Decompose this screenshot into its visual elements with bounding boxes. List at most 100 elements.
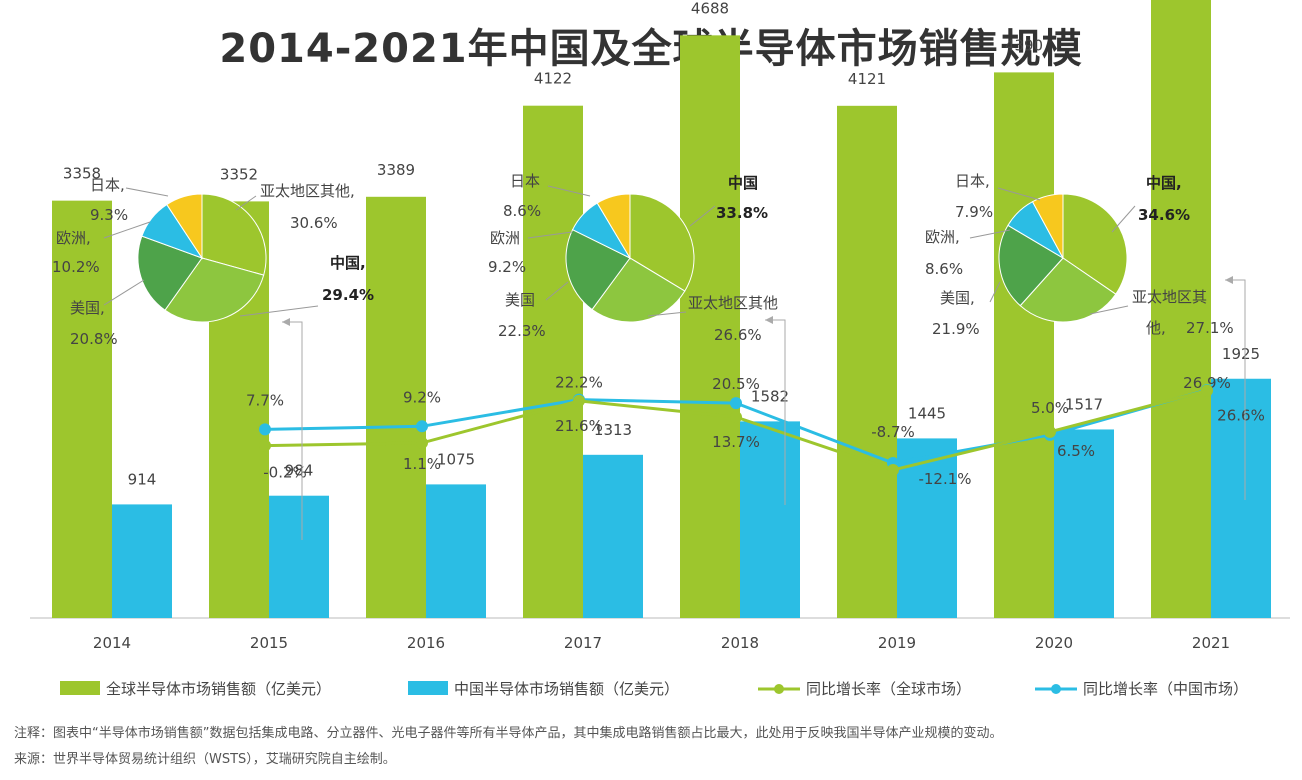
pie-2018-pct-us: 22.3% xyxy=(498,322,546,340)
point-global-2017 xyxy=(573,394,585,407)
chart-title: 2014-2021年中国及全球半导体市场销售规模 xyxy=(219,26,1083,72)
bar-global-label-2018: 4688 xyxy=(691,0,729,17)
x-tick-2017: 2017 xyxy=(564,634,602,652)
pie-slice-2015-中国 xyxy=(201,193,267,276)
connector-2021-arrow xyxy=(1225,276,1233,284)
connector-2018-arrow xyxy=(765,316,773,324)
bar-global-label-2014: 3358 xyxy=(63,165,101,183)
pie-2018-pct-japan: 8.6% xyxy=(503,202,541,220)
pie-2015-pct-europe: 10.2% xyxy=(52,258,100,276)
pie-2021-pct-us: 21.9% xyxy=(932,320,980,338)
pie-2018-leader-us xyxy=(545,281,569,301)
pie-2018-leader-europe xyxy=(527,231,573,239)
bar-china-label-2018: 1582 xyxy=(751,387,789,405)
pie-2021-label-china: 中国, xyxy=(1146,174,1182,192)
pie-slice-2018-亚太地区其他 xyxy=(591,257,686,323)
point-global-2021 xyxy=(1201,384,1213,397)
bar-china-2016 xyxy=(426,484,486,618)
point-global-2015 xyxy=(259,439,271,452)
pie-2015-label-apac: 亚太地区其他, xyxy=(260,182,355,200)
bar-china-2021 xyxy=(1211,378,1271,618)
bar-china-label-2016: 1075 xyxy=(437,450,475,468)
bar-china-2018 xyxy=(740,421,800,618)
point-label-global-2021: 26.6% xyxy=(1217,407,1265,425)
legend-swatch-global-bar xyxy=(60,681,100,695)
point-label-global-2016: 1.1% xyxy=(403,455,441,473)
point-china-2015 xyxy=(259,423,271,436)
bar-china-2014 xyxy=(112,504,172,618)
point-china-2016 xyxy=(416,420,428,433)
point-china-2018 xyxy=(730,397,742,410)
pie-slice-2015-美国 xyxy=(137,235,203,311)
bar-global-2020 xyxy=(994,72,1054,618)
pie-2018-pct-china: 33.8% xyxy=(716,204,768,222)
legend-label-global-bar: 全球半导体市场销售额（亿美元） xyxy=(106,680,331,698)
point-label-global-2018: 13.7% xyxy=(712,433,760,451)
pie-2015-label-japan: 日本, xyxy=(90,176,125,194)
bar-global-2018 xyxy=(680,35,740,618)
point-label-china-2020: 5.0% xyxy=(1031,399,1069,417)
pie-2015-label-us: 美国, xyxy=(70,299,105,317)
pie-2018-leader-japan xyxy=(547,185,591,197)
pie-2015-leader-japan xyxy=(125,187,169,197)
point-label-china-2019: -8.7% xyxy=(871,423,915,441)
pie-2015-pct-apac: 30.6% xyxy=(290,214,338,232)
point-label-china-2015: 7.7% xyxy=(246,391,284,409)
pie-2018-label-europe: 欧洲 xyxy=(490,229,520,247)
pie-2015-label-china: 中国, xyxy=(330,254,366,272)
pie-2018-leader-china xyxy=(689,205,716,227)
x-tick-2015: 2015 xyxy=(250,634,288,652)
bar-global-2017 xyxy=(523,105,583,619)
bar-global-2016 xyxy=(366,196,426,618)
x-tick-2018: 2018 xyxy=(721,634,759,652)
pie-2021-pct-apac: 27.1% xyxy=(1186,319,1234,337)
bar-china-2015 xyxy=(269,495,329,618)
pie-2015-leader-china xyxy=(239,305,319,317)
point-global-2018 xyxy=(730,411,742,424)
point-label-china-2017: 22.2% xyxy=(555,374,603,392)
point-global-2016 xyxy=(416,436,428,449)
connector-2015-arrow xyxy=(282,318,290,326)
pie-2015-leader-us xyxy=(103,279,145,306)
pie-2018-label-us: 美国 xyxy=(505,291,535,309)
pie-2021-label-japan: 日本, xyxy=(955,172,990,190)
bar-global-2021 xyxy=(1151,0,1211,619)
pie-slice-2018-日本 xyxy=(596,193,631,260)
point-label-china-2018: 20.5% xyxy=(712,375,760,393)
pie-2018-label-japan: 日本 xyxy=(510,172,540,190)
pie-2018-label-apac: 亚太地区其他 xyxy=(688,294,778,312)
point-label-global-2020: 6.5% xyxy=(1057,442,1095,460)
pie-slice-2015-日本 xyxy=(166,193,203,260)
point-global-2020 xyxy=(1044,425,1056,438)
bar-china-2017 xyxy=(583,454,643,618)
point-label-global-2015: -0.2% xyxy=(263,464,307,482)
pie-slice-2018-美国 xyxy=(565,229,631,311)
footnote-note: 注释：图表中“半导体市场销售额”数据包括集成电路、分立器件、光电子器件等所有半导… xyxy=(14,726,1003,741)
bar-global-2014 xyxy=(52,200,112,619)
pie-2018-pct-europe: 9.2% xyxy=(488,258,526,276)
pie-slice-2018-中国 xyxy=(629,193,695,292)
pie-2021-label-us: 美国, xyxy=(940,289,975,307)
pie-2021-label-apac: 亚太地区其 xyxy=(1132,288,1207,306)
bar-global-label-2020: 4390 xyxy=(1005,36,1043,54)
pie-2015-leader-europe xyxy=(103,221,151,239)
pie-2021-leader-apac xyxy=(1089,305,1129,315)
bar-china-2020 xyxy=(1054,429,1114,618)
bar-china-label-2015: 984 xyxy=(285,462,314,480)
bar-global-label-2017: 4122 xyxy=(534,70,572,88)
pie-2021-label-apac-2: 他, xyxy=(1146,319,1166,337)
bar-global-2019 xyxy=(837,105,897,618)
x-tick-2016: 2016 xyxy=(407,634,445,652)
point-label-china-2016: 9.2% xyxy=(403,388,441,406)
pie-slice-2021-中国 xyxy=(1062,193,1128,295)
x-tick-2019: 2019 xyxy=(878,634,916,652)
point-label-global-2019: -12.1% xyxy=(918,470,971,488)
pie-2021-pct-china: 34.6% xyxy=(1138,206,1190,224)
point-label-china-2021: 26.9% xyxy=(1183,374,1231,392)
legend-label-china-bar: 中国半导体市场销售额（亿美元） xyxy=(454,680,679,698)
pie-2015-pct-us: 20.8% xyxy=(70,330,118,348)
bar-china-label-2019: 1445 xyxy=(908,404,946,422)
pie-slice-2021-日本 xyxy=(1031,193,1064,259)
pie-2021-pct-europe: 8.6% xyxy=(925,260,963,278)
